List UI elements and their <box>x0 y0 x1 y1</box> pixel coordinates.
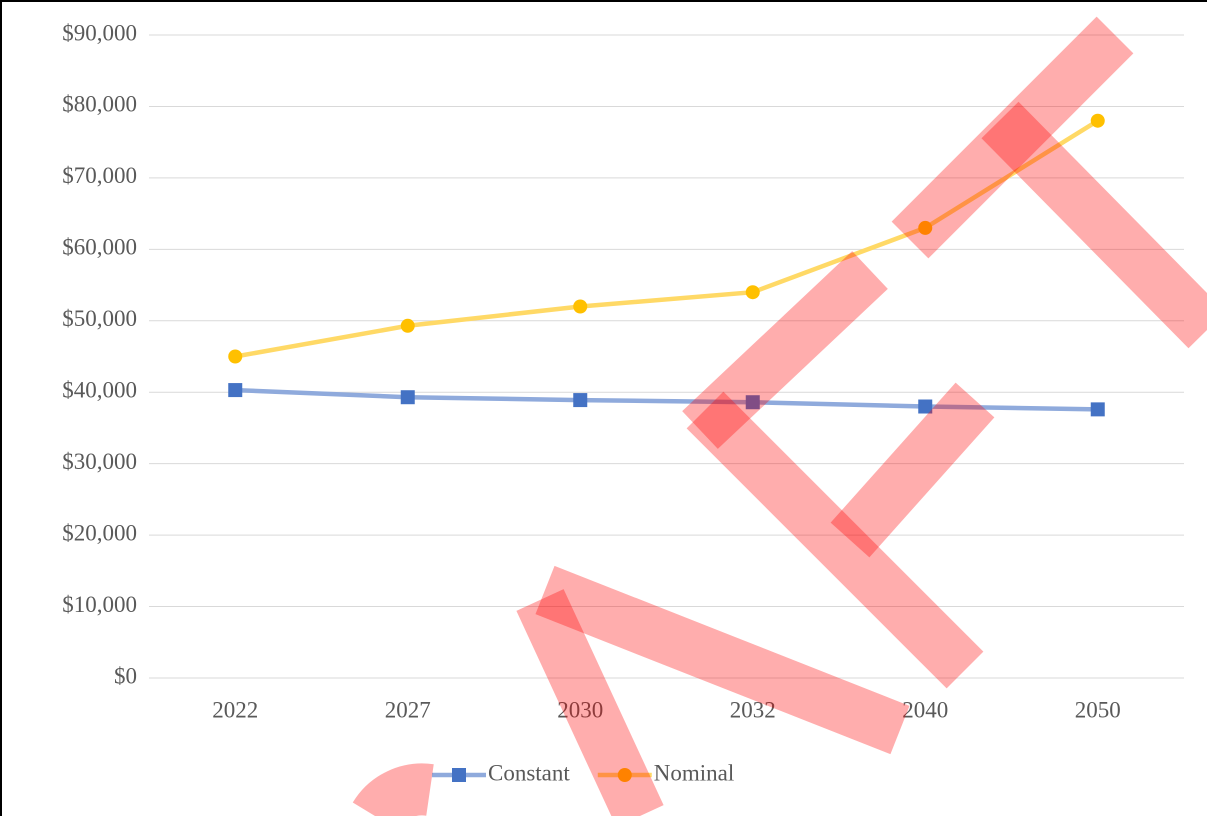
watermark-t-stem <box>981 101 1207 349</box>
x-tick-label: 2040 <box>902 697 948 722</box>
y-tick-label: $90,000 <box>62 20 137 45</box>
x-tick-label: 2050 <box>1075 697 1121 722</box>
legend-marker <box>452 768 466 782</box>
marker <box>745 395 760 410</box>
marker <box>918 399 933 414</box>
legend-label: Constant <box>488 760 570 785</box>
marker <box>573 299 588 314</box>
x-tick-label: 2022 <box>212 697 258 722</box>
watermark-t-bar <box>891 16 1134 259</box>
y-tick-label: $0 <box>114 663 137 688</box>
marker <box>918 220 933 235</box>
legend-marker <box>617 768 632 782</box>
marker <box>400 390 415 405</box>
y-tick-label: $10,000 <box>62 592 137 617</box>
marker <box>228 349 243 364</box>
marker <box>745 285 760 300</box>
y-tick-label: $40,000 <box>62 378 137 403</box>
x-tick-label: 2030 <box>557 697 603 722</box>
watermark-f <box>686 391 984 689</box>
marker <box>1090 402 1105 417</box>
watermark-r <box>535 565 910 755</box>
x-tick-label: 2032 <box>730 697 776 722</box>
watermark-d <box>352 763 434 816</box>
marker <box>1090 113 1105 128</box>
watermark-f-arm <box>830 382 995 558</box>
y-tick-label: $50,000 <box>62 306 137 331</box>
plot-area: $0 $10,000 $20,000 $30,000 $40,000 $50,000 $60… <box>62 20 1184 785</box>
marker <box>573 393 588 408</box>
legend-label: Nominal <box>654 760 735 785</box>
x-tick-label: 2027 <box>385 697 431 722</box>
marker <box>400 318 415 333</box>
watermark-r-leg <box>516 589 664 816</box>
draft-watermark <box>352 16 1207 816</box>
y-tick-label: $60,000 <box>62 235 137 260</box>
series-line <box>234 118 1099 359</box>
watermark-a <box>682 251 888 449</box>
y-tick-label: $30,000 <box>62 449 137 474</box>
y-tick-label: $80,000 <box>62 92 137 117</box>
marker <box>228 383 243 398</box>
series-line <box>235 387 1098 412</box>
y-tick-label: $20,000 <box>62 520 137 545</box>
y-tick-label: $70,000 <box>62 163 137 188</box>
